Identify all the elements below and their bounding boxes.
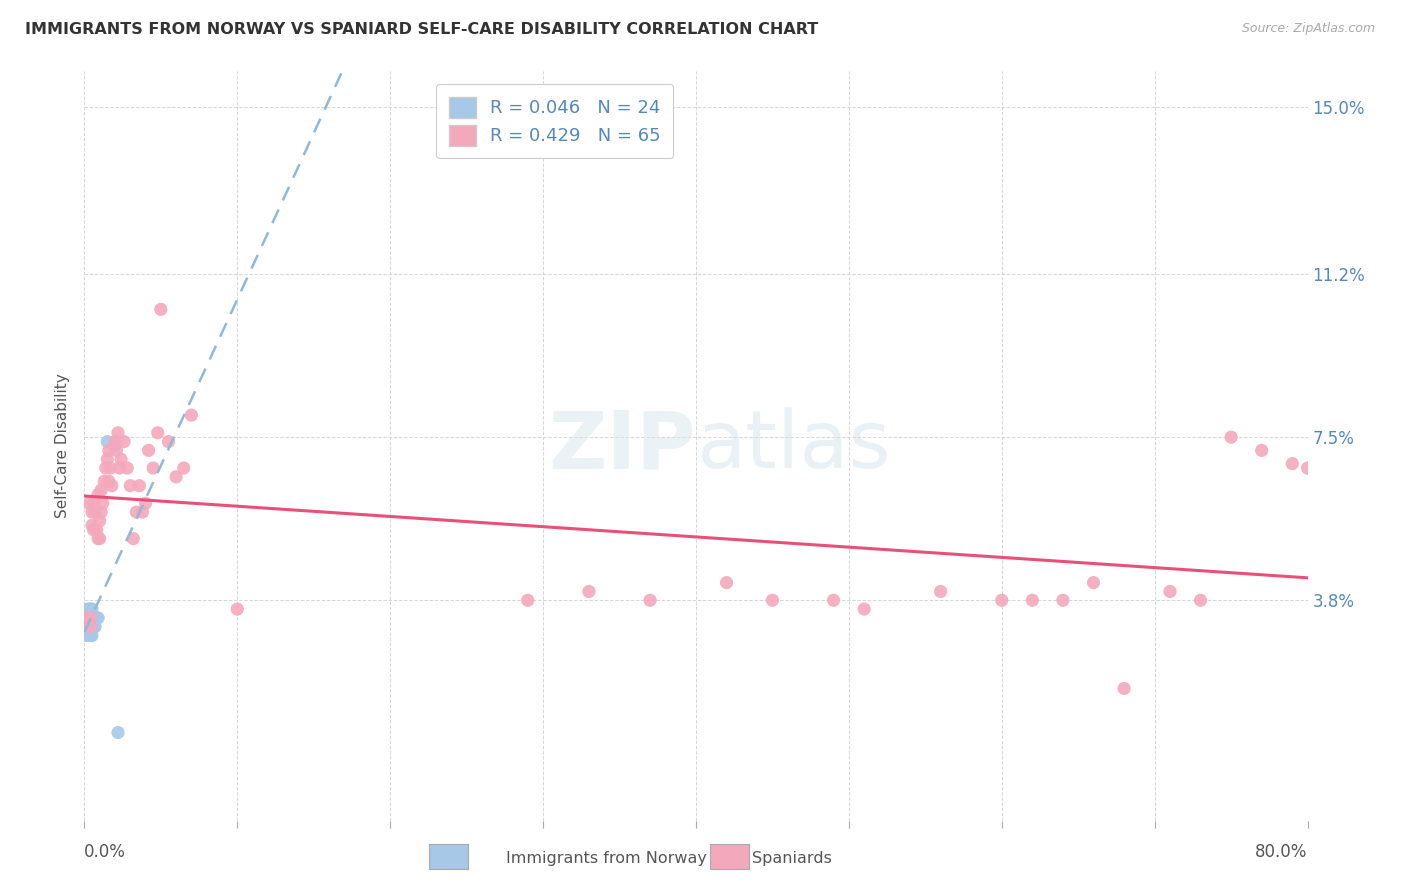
Point (638, 593, 661, 607)
Point (87, 611, 110, 625)
Point (80, 518, 103, 533)
Point (91, 496, 114, 510)
Point (80, 620, 103, 634)
Point (157, 434, 180, 449)
Point (86, 523, 108, 537)
Point (146, 425, 169, 440)
Point (135, 496, 157, 510)
Point (76, 602, 98, 616)
Point (104, 434, 127, 449)
Y-axis label: Self-Care Disability: Self-Care Disability (55, 374, 70, 518)
Point (761, 593, 783, 607)
Text: ZIP: ZIP (548, 407, 696, 485)
Point (142, 461, 165, 475)
Point (86, 611, 108, 625)
Text: Spaniards: Spaniards (752, 851, 832, 865)
Point (115, 461, 138, 475)
Point (76, 611, 98, 625)
Point (77, 620, 100, 634)
Point (80, 628, 103, 642)
Point (138, 443, 160, 458)
Text: Source: ZipAtlas.com: Source: ZipAtlas.com (1241, 22, 1375, 36)
Point (853, 602, 876, 616)
Point (97, 443, 120, 458)
Point (96, 434, 118, 449)
Point (112, 434, 135, 449)
Point (97, 475, 120, 489)
Point (83, 611, 105, 625)
Point (90, 505, 112, 519)
Point (79, 602, 101, 616)
Text: IMMIGRANTS FROM NORWAY VS SPANIARD SELF-CARE DISABILITY CORRELATION CHART: IMMIGRANTS FROM NORWAY VS SPANIARD SELF-… (25, 22, 818, 37)
Point (75, 611, 97, 625)
Point (84, 620, 107, 634)
Point (107, 425, 129, 440)
Text: Immigrants from Norway: Immigrants from Norway (506, 851, 707, 865)
Point (77, 611, 100, 625)
Point (90, 483, 112, 497)
Point (79, 620, 101, 634)
Point (93, 475, 115, 489)
Point (89, 514, 111, 528)
Point (173, 461, 195, 475)
Point (149, 302, 172, 317)
Point (80, 505, 103, 519)
Point (96, 452, 118, 467)
Point (98, 461, 121, 475)
Legend: R = 0.046   N = 24, R = 0.429   N = 65: R = 0.046 N = 24, R = 0.429 N = 65 (436, 84, 673, 159)
Point (516, 593, 538, 607)
Point (929, 584, 952, 599)
Point (108, 461, 131, 475)
Point (77, 602, 100, 616)
Point (1250, 443, 1272, 458)
Point (165, 470, 187, 484)
Point (79, 611, 101, 625)
Point (120, 478, 142, 492)
Point (80, 602, 103, 616)
Point (1083, 575, 1105, 590)
Point (110, 452, 132, 467)
Point (716, 575, 738, 590)
Point (75, 628, 97, 642)
Point (84, 505, 107, 519)
Point (83, 523, 105, 537)
Point (128, 478, 150, 492)
Point (1220, 430, 1243, 444)
Point (89, 532, 111, 546)
Point (1296, 461, 1319, 475)
Point (1189, 593, 1212, 607)
Point (83, 496, 105, 510)
Point (125, 505, 148, 519)
Point (105, 443, 128, 458)
Point (1021, 593, 1043, 607)
Text: 80.0%: 80.0% (1256, 843, 1308, 861)
Point (87, 487, 110, 501)
Point (76, 620, 98, 634)
Point (226, 602, 249, 616)
Point (79, 628, 101, 642)
Point (83, 620, 105, 634)
Text: atlas: atlas (696, 407, 890, 485)
Point (77, 496, 100, 510)
Text: 0.0%: 0.0% (84, 843, 127, 861)
Point (101, 478, 124, 492)
Point (79, 620, 101, 634)
Point (122, 532, 145, 546)
Point (1281, 457, 1303, 471)
Point (80, 611, 103, 625)
Point (180, 408, 202, 422)
Point (131, 505, 153, 519)
Point (823, 593, 845, 607)
Point (87, 532, 110, 546)
Point (84, 611, 107, 625)
Point (107, 725, 129, 739)
Point (1159, 584, 1181, 599)
Point (991, 593, 1014, 607)
Point (94, 461, 117, 475)
Point (104, 439, 127, 453)
Point (79, 611, 101, 625)
Point (1114, 681, 1136, 696)
Point (1052, 593, 1074, 607)
Point (578, 584, 600, 599)
